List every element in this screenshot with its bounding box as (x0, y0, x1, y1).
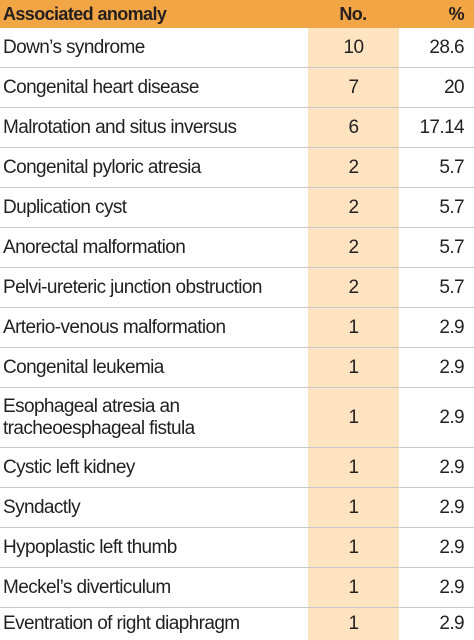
percent-cell: 2.9 (439, 456, 464, 478)
count-cell: 1 (307, 528, 399, 567)
percent-cell: 2.9 (439, 406, 464, 428)
anomaly-cell: Malrotation and situs inversus (3, 116, 237, 138)
anomaly-cell: Congenital leukemia (3, 356, 164, 378)
anomaly-cell: Down’s syndrome (3, 36, 145, 58)
anomaly-cell: Cystic left kidney (3, 456, 135, 478)
anomaly-cell: Congenital heart disease (3, 76, 199, 98)
table-row: Congenital heart disease 7 20 (0, 68, 474, 108)
count-cell: 1 (307, 488, 399, 527)
anomaly-cell: Pelvi-ureteric junction obstruction (3, 276, 262, 298)
percent-cell: 20 (444, 76, 465, 98)
table-row: Arterio-venous malformation 1 2.9 (0, 308, 474, 348)
anomaly-cell: Syndactly (3, 496, 81, 518)
anomaly-cell: Arterio-venous malformation (3, 316, 226, 338)
percent-cell: 5.7 (439, 276, 464, 298)
table-row: Cystic left kidney 1 2.9 (0, 448, 474, 488)
table-row: Esophageal atresia an tracheoesphageal f… (0, 388, 474, 448)
percent-cell: 28.6 (429, 36, 464, 58)
table-row: Congenital leukemia 1 2.9 (0, 348, 474, 388)
count-cell: 2 (307, 268, 399, 307)
percent-cell: 2.9 (439, 576, 464, 598)
percent-cell: 2.9 (439, 536, 464, 558)
count-cell: 7 (307, 68, 399, 107)
table-row: Duplication cyst 2 5.7 (0, 188, 474, 228)
table-row: Pelvi-ureteric junction obstruction 2 5.… (0, 268, 474, 308)
percent-cell: 5.7 (439, 196, 464, 218)
count-cell: 1 (307, 608, 399, 640)
percent-cell: 2.9 (439, 496, 464, 518)
percent-cell: 5.7 (439, 156, 464, 178)
count-cell: 2 (307, 228, 399, 267)
anomaly-cell: Meckel’s diverticulum (3, 576, 171, 598)
percent-cell: 2.9 (439, 613, 464, 634)
count-cell: 10 (307, 28, 399, 67)
count-cell: 2 (307, 188, 399, 227)
anomaly-cell: Esophageal atresia an tracheoesphageal f… (3, 395, 195, 439)
anomaly-cell: Hypoplastic left thumb (3, 536, 177, 558)
table-row: Eventration of right diaphragm 1 2.9 (0, 608, 474, 640)
table-row: Malrotation and situs inversus 6 17.14 (0, 108, 474, 148)
count-cell: 1 (307, 308, 399, 347)
count-cell: 1 (307, 568, 399, 607)
table-header-row: Associated anomaly No. % (0, 0, 474, 28)
anomaly-cell: Congenital pyloric atresia (3, 156, 201, 178)
table-row: Down’s syndrome 10 28.6 (0, 28, 474, 68)
anomaly-cell: Eventration of right diaphragm (3, 613, 240, 634)
table-row: Anorectal malformation 2 5.7 (0, 228, 474, 268)
table-row: Hypoplastic left thumb 1 2.9 (0, 528, 474, 568)
header-percent: % (448, 4, 465, 24)
count-cell: 2 (307, 148, 399, 187)
count-cell: 1 (307, 448, 399, 487)
percent-cell: 5.7 (439, 236, 464, 258)
table-row: Syndactly 1 2.9 (0, 488, 474, 528)
table-row: Meckel’s diverticulum 1 2.9 (0, 568, 474, 608)
count-cell: 6 (307, 108, 399, 147)
percent-cell: 17.14 (419, 116, 464, 138)
percent-cell: 2.9 (439, 316, 464, 338)
anomaly-cell: Anorectal malformation (3, 236, 186, 258)
header-associated-anomaly: Associated anomaly (3, 4, 167, 24)
count-cell: 1 (307, 388, 399, 447)
count-cell: 1 (307, 348, 399, 387)
header-no: No. (307, 0, 399, 28)
percent-cell: 2.9 (439, 356, 464, 378)
table-row: Congenital pyloric atresia 2 5.7 (0, 148, 474, 188)
anomaly-cell: Duplication cyst (3, 196, 127, 218)
